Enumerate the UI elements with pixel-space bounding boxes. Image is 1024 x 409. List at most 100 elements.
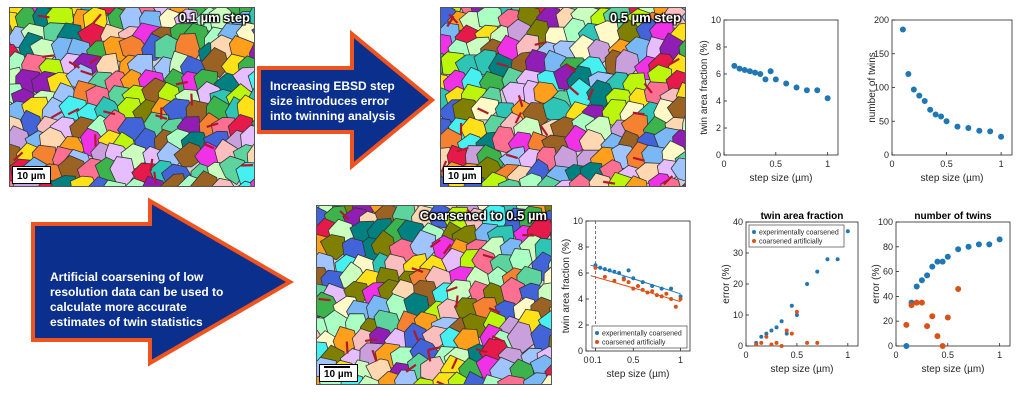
data-point xyxy=(774,325,779,330)
data-point xyxy=(825,257,830,262)
y-tick-label: 2 xyxy=(578,320,583,330)
plot-area xyxy=(891,19,1013,156)
data-point xyxy=(835,257,840,262)
x-tick-label: 0.5 xyxy=(942,350,955,360)
y-tick-label: 0 xyxy=(716,150,721,160)
data-point xyxy=(789,303,794,308)
data-point xyxy=(754,342,759,347)
x-tick-label: 0 xyxy=(721,159,726,169)
data-point xyxy=(779,344,784,348)
data-point xyxy=(929,263,936,270)
y-tick-label: 20 xyxy=(883,316,893,326)
x-tick-label: 1 xyxy=(678,355,683,365)
ebsd-map-coarsened: Coarsened to 0.5 µm 10 µm xyxy=(316,205,552,385)
fit-line xyxy=(590,275,681,303)
data-point xyxy=(784,328,789,333)
data-point xyxy=(918,277,925,284)
data-point xyxy=(757,71,764,77)
data-point xyxy=(921,98,928,104)
data-point xyxy=(762,76,769,83)
data-point xyxy=(617,271,622,275)
x-axis-label: step size (µm) xyxy=(921,173,984,184)
data-point xyxy=(626,280,631,285)
x-tick-label: 0.5 xyxy=(770,159,783,169)
y-axis-label: twin area fraction (%) xyxy=(699,40,710,134)
data-point xyxy=(736,65,743,72)
data-point xyxy=(752,69,759,76)
grain-map-image xyxy=(317,206,551,384)
x-axis-label: step size (µm) xyxy=(607,369,670,380)
legend-label: experimentally coarsened xyxy=(602,331,682,338)
data-point xyxy=(650,289,655,294)
y-tick-label: 8 xyxy=(578,242,583,252)
scale-bar: 10 µm xyxy=(319,364,358,382)
y-tick-label: 4 xyxy=(716,96,721,106)
data-point xyxy=(955,246,962,253)
plot-area xyxy=(895,221,1011,347)
y-tick-label: 0 xyxy=(884,150,889,160)
data-point xyxy=(759,334,764,339)
map-step-label: 0.5 µm step xyxy=(609,10,681,25)
data-point xyxy=(764,331,769,336)
ebsd-map-fine-step: 0.1 µm step 10 µm xyxy=(9,7,255,187)
data-point xyxy=(803,87,810,94)
data-point xyxy=(659,286,664,291)
data-point xyxy=(783,80,790,87)
data-point xyxy=(650,284,655,288)
data-point xyxy=(987,128,994,135)
y-tick-label: 6 xyxy=(578,268,583,278)
legend-label: coarsened artificially xyxy=(602,340,666,347)
chart-title: twin area fraction xyxy=(761,211,844,222)
data-point xyxy=(774,340,779,345)
chart-title: number of twins xyxy=(914,211,992,222)
y-tick-label: 6 xyxy=(716,69,721,79)
x-tick-label: 0.5 xyxy=(940,159,953,169)
y-tick-label: 4 xyxy=(578,294,583,304)
data-point xyxy=(626,268,631,273)
data-point xyxy=(944,253,951,260)
data-point xyxy=(954,123,961,130)
data-point xyxy=(794,313,799,317)
data-point xyxy=(645,290,650,295)
data-point xyxy=(631,276,636,281)
data-point xyxy=(814,87,821,94)
y-tick-label: 40 xyxy=(733,217,743,227)
data-point xyxy=(621,277,626,282)
chart-error-number-of-twins: 0 0.5 1 0 20 40 60 80 100 step size (µm) error (%)… xyxy=(871,211,1011,375)
data-point xyxy=(784,331,789,336)
grain-map-image xyxy=(10,8,254,186)
scale-bar: 10 µm xyxy=(12,166,51,184)
data-point xyxy=(678,297,683,301)
data-point xyxy=(924,323,931,330)
y-axis-label: number of twins xyxy=(867,52,878,123)
map-step-label: 0.1 µm step xyxy=(178,10,250,25)
data-point xyxy=(815,340,820,345)
data-point xyxy=(793,84,800,91)
scale-bar: 10 µm xyxy=(443,166,482,184)
y-tick-label: 8 xyxy=(716,42,721,52)
grain-map-image xyxy=(441,8,685,186)
legend-label: experimentally coarsened xyxy=(759,230,839,237)
x-axis-label: step size (µm) xyxy=(771,364,834,375)
data-point xyxy=(916,92,923,99)
y-tick-label: 100 xyxy=(878,217,893,227)
chart-top-number-of-twins: 0 0.5 1 0 50 100 150 200 step size (µm) number of… xyxy=(867,15,1013,184)
data-point xyxy=(908,302,915,309)
x-tick-label: 0.5 xyxy=(627,355,640,365)
x-tick-label: 1 xyxy=(997,350,1002,360)
data-point xyxy=(934,258,941,265)
y-tick-label: 0 xyxy=(738,341,743,351)
data-point xyxy=(815,269,820,274)
y-tick-label: 150 xyxy=(874,49,889,59)
y-tick-label: 0 xyxy=(578,346,583,356)
y-tick-label: 100 xyxy=(874,83,889,93)
data-point xyxy=(944,314,951,321)
data-point xyxy=(772,76,779,83)
x-tick-label: 1 xyxy=(825,159,830,169)
y-tick-label: 20 xyxy=(733,279,743,289)
data-point xyxy=(903,343,910,349)
data-point xyxy=(598,265,603,270)
data-point xyxy=(669,297,674,301)
x-axis-label: step size (µm) xyxy=(750,173,813,184)
